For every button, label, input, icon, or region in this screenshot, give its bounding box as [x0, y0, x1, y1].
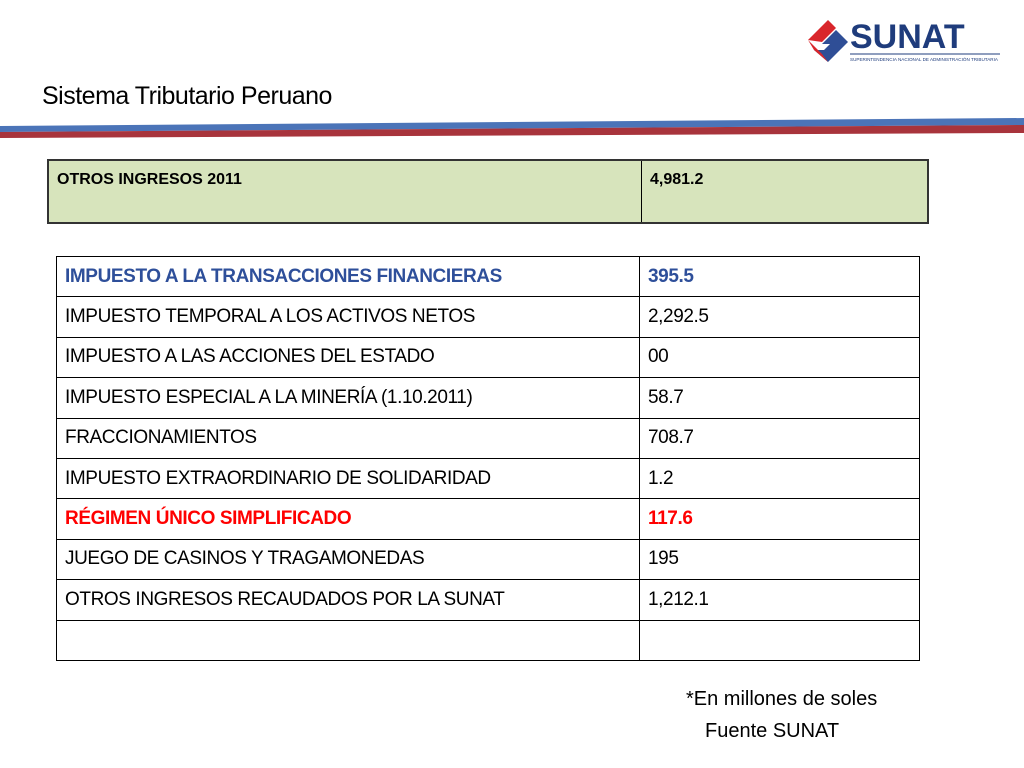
logo-shape-red-2	[808, 40, 828, 62]
row-label: RÉGIMEN ÚNICO SIMPLIFICADO	[56, 498, 640, 540]
stripe-blue	[0, 118, 1024, 132]
row-label: IMPUESTO EXTRAORDINARIO DE SOLIDARIDAD	[56, 457, 640, 500]
empty-cell	[56, 619, 640, 661]
row-value: 395.5	[639, 255, 920, 298]
row-label: IMPUESTO TEMPORAL A LOS ACTIVOS NETOS	[56, 296, 640, 338]
row-label: OTROS INGRESOS RECAUDADOS POR LA SUNAT	[56, 579, 640, 621]
footnote: Fuente SUNAT	[705, 720, 840, 742]
table-row: IMPUESTO A LAS ACCIONES DEL ESTADO 00	[56, 336, 920, 379]
row-label: IMPUESTO ESPECIAL A LA MINERÍA (1.10.201…	[56, 377, 640, 419]
row-value: 58.7	[639, 377, 920, 419]
table-row: OTROS INGRESOS RECAUDADOS POR LA SUNAT 1,…	[56, 579, 920, 621]
logo-text: SUNAT	[850, 18, 965, 56]
table-row: IMPUESTO EXTRAORDINARIO DE SOLIDARIDAD 1.…	[56, 457, 920, 500]
header-stripes	[0, 118, 1024, 138]
logo-shape-blue	[814, 30, 848, 62]
table-row: IMPUESTO A LA TRANSACCIONES FINANCIERAS 3…	[56, 255, 920, 298]
table-row: JUEGO DE CASINOS Y TRAGAMONEDAS 195	[56, 538, 920, 581]
row-value: 1,212.1	[639, 579, 920, 621]
logo-subtitle: SUPERINTENDENCIA NACIONAL DE ADMINISTRAC…	[850, 56, 999, 62]
row-label: JUEGO DE CASINOS Y TRAGAMONEDAS	[56, 538, 640, 581]
row-value: 00	[639, 336, 920, 379]
summary-label: OTROS INGRESOS 2011	[47, 159, 642, 224]
table-row: FRACCIONAMIENTOS 708.7	[56, 417, 920, 459]
row-label: FRACCIONAMIENTOS	[56, 417, 640, 459]
footnote: *En millones de soles	[686, 688, 878, 710]
logo: SUNAT SUPERINTENDENCIA NACIONAL DE ADMIN…	[808, 18, 1000, 62]
stripe-red	[0, 125, 1024, 138]
revenue-table: IMPUESTO A LA TRANSACCIONES FINANCIERAS 3…	[56, 255, 920, 661]
row-value: 1.2	[639, 457, 920, 500]
empty-cell	[639, 619, 920, 661]
summary-value: 4,981.2	[641, 159, 929, 224]
summary-table: OTROS INGRESOS 2011 4,981.2	[47, 159, 929, 224]
row-value: 2,292.5	[639, 296, 920, 338]
row-value: 117.6	[639, 498, 920, 540]
slide-title: Sistema Tributario Peruano	[42, 82, 332, 110]
logo-shape-red	[808, 20, 836, 42]
table-row: RÉGIMEN ÚNICO SIMPLIFICADO 117.6	[56, 498, 920, 540]
summary-row: OTROS INGRESOS 2011 4,981.2	[47, 159, 929, 224]
row-label: IMPUESTO A LAS ACCIONES DEL ESTADO	[56, 336, 640, 379]
table-row: IMPUESTO TEMPORAL A LOS ACTIVOS NETOS 2,2…	[56, 296, 920, 338]
row-value: 708.7	[639, 417, 920, 459]
table-row: IMPUESTO ESPECIAL A LA MINERÍA (1.10.201…	[56, 377, 920, 419]
row-value: 195	[639, 538, 920, 581]
row-label: IMPUESTO A LA TRANSACCIONES FINANCIERAS	[56, 255, 640, 298]
table-row-empty	[56, 619, 920, 661]
